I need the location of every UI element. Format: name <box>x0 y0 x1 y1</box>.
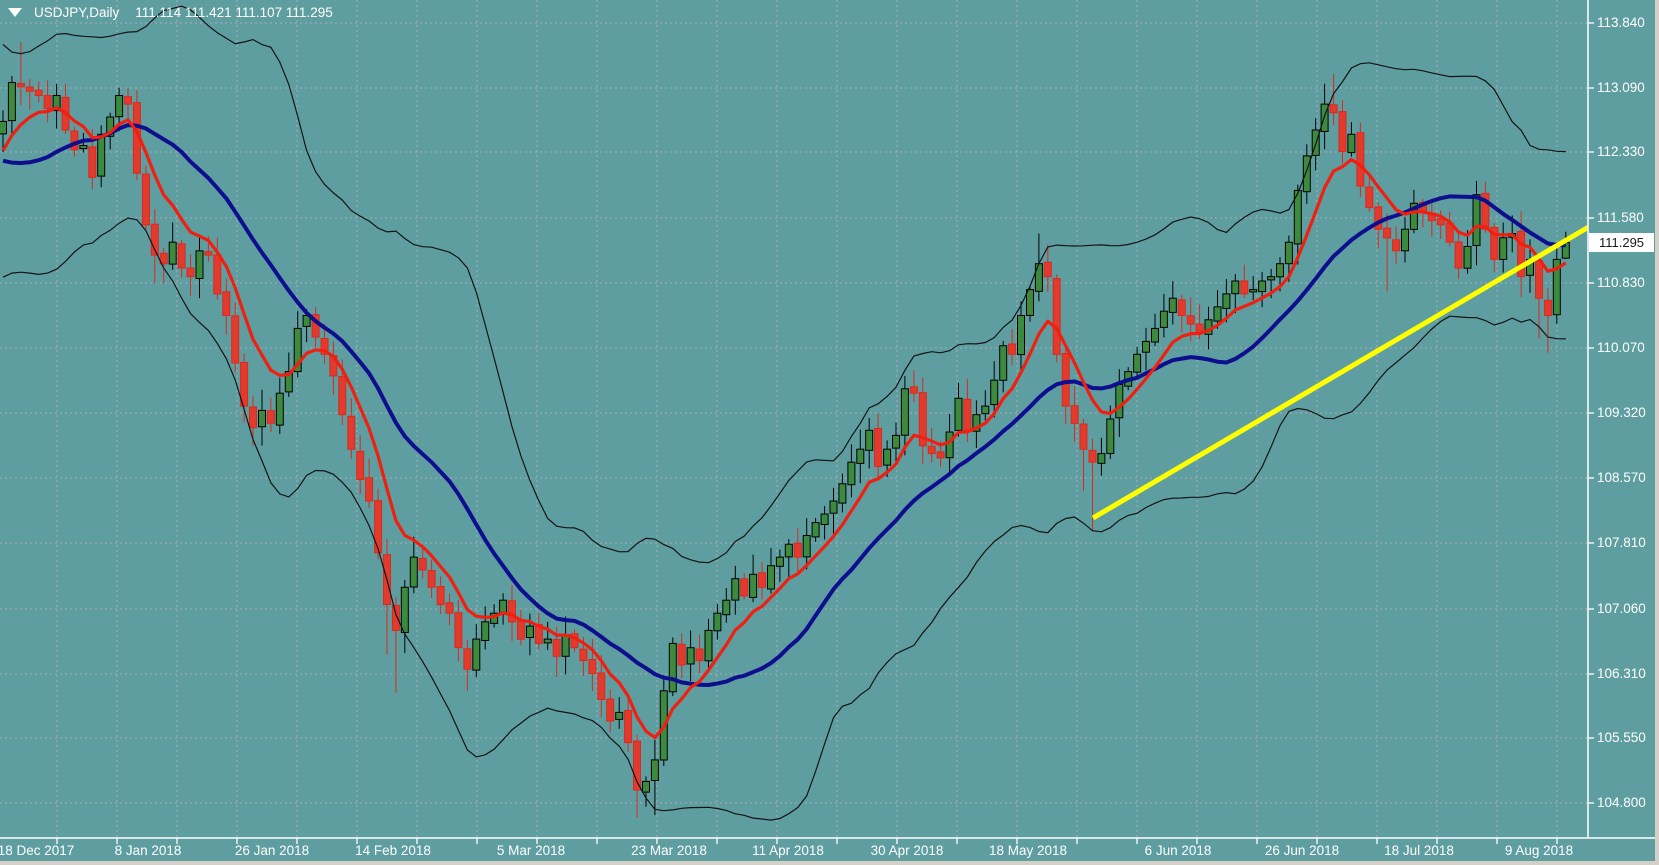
symbol-dropdown-triangle-icon[interactable] <box>8 7 22 17</box>
current-price-tag: 111.295 <box>1589 233 1654 253</box>
slow-ma-line <box>2 123 1566 687</box>
window-edge-right <box>1655 0 1659 865</box>
trendline[interactable] <box>1091 224 1592 521</box>
price-axis-label: 106.310 <box>1597 666 1646 681</box>
price-axis-label: 113.840 <box>1597 15 1645 30</box>
time-axis-label: 9 Aug 2018 <box>1504 843 1574 858</box>
chart-title-bar: USDJPY,Daily 111.114 111.421 111.107 111… <box>8 2 333 22</box>
current-price-value: 111.295 <box>1598 235 1645 251</box>
time-axis-label: 11 Apr 2018 <box>752 843 824 858</box>
price-axis-label: 107.060 <box>1597 601 1646 616</box>
price-axis-label: 108.570 <box>1597 470 1646 485</box>
price-axis-label: 104.800 <box>1597 795 1646 810</box>
symbol-period-label: USDJPY,Daily <box>34 4 120 20</box>
time-axis-label: 8 Jan 2018 <box>114 843 182 858</box>
price-axis-label: 107.810 <box>1597 535 1646 550</box>
price-axis-label: 113.090 <box>1597 80 1645 95</box>
trendline-layer <box>1091 224 1592 521</box>
time-axis-label: 6 Jun 2018 <box>1144 843 1212 858</box>
bollinger-bands-layer <box>2 5 1566 821</box>
price-axis-label: 109.320 <box>1597 405 1646 420</box>
time-axis-label: 14 Feb 2018 <box>355 843 431 858</box>
window-edge-bottom <box>0 861 1659 865</box>
time-axis-label: 26 Jan 2018 <box>234 843 310 858</box>
price-axis-label: 105.550 <box>1597 730 1646 745</box>
axes-layer <box>0 0 1659 844</box>
time-axis-label: 18 May 2018 <box>988 843 1068 858</box>
time-axis-label: 18 Jul 2018 <box>1384 843 1454 858</box>
grid-layer <box>0 0 1588 838</box>
price-axis-label: 112.330 <box>1597 144 1645 159</box>
price-axis-label: 110.070 <box>1597 340 1645 355</box>
time-axis-label: 5 Mar 2018 <box>496 843 566 858</box>
time-axis-label: 26 Jun 2018 <box>1264 843 1340 858</box>
time-axis-label: 30 Apr 2018 <box>870 843 944 858</box>
price-axis-label: 111.580 <box>1597 210 1644 225</box>
time-axis-label: 23 Mar 2018 <box>631 843 707 858</box>
time-axis-label: 18 Dec 2017 <box>0 843 75 858</box>
fast-ma-line <box>1 106 1567 740</box>
candles-layer <box>0 42 1570 818</box>
ohlc-readout: 111.114 111.421 111.107 111.295 <box>135 4 333 20</box>
price-axis-label: 110.830 <box>1597 275 1645 290</box>
